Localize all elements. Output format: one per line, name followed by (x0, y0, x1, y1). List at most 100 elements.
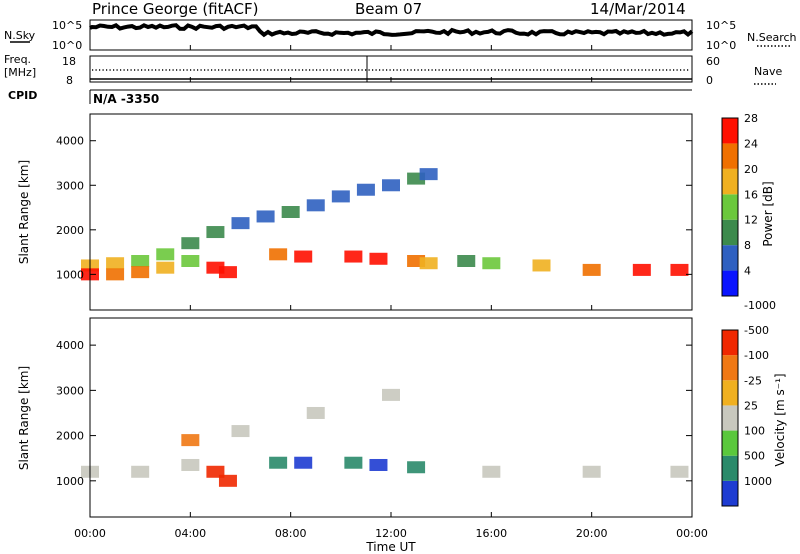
heatmap-cell (218, 474, 237, 487)
heatmap-cell (294, 456, 313, 469)
power-y-label: Slant Range [km] (17, 160, 31, 264)
heatmap-cell (419, 168, 438, 181)
frequency-unit: [MHz] (4, 66, 36, 79)
power-colorbar-swatch (722, 168, 738, 195)
heatmap-cell (181, 434, 200, 447)
power-colorbar-tick: 16 (744, 188, 758, 201)
heatmap-cell (106, 268, 125, 281)
power-y-tick-label: 4000 (56, 135, 84, 148)
heatmap-cell (419, 257, 438, 270)
velocity-colorbar-swatch (722, 480, 738, 506)
heatmap-cell (670, 465, 689, 478)
power-colorbar-tick: 8 (744, 239, 751, 252)
noise-left-label: N.Sky (4, 29, 36, 42)
heatmap-cell (156, 261, 175, 274)
heatmap-cell (482, 465, 501, 478)
velocity-colorbar-tick: 25 (744, 399, 758, 412)
noise-panel: N.Sky 10^5 10^0 10^5 10^0 N.Search (4, 19, 797, 52)
power-colorbar-swatch (722, 143, 738, 169)
heatmap-cell (331, 190, 350, 203)
heatmap-cell (356, 183, 375, 196)
velocity-y-axis: 1000 2000 3000 4000 (56, 339, 692, 488)
heatmap-cell (269, 248, 288, 261)
heatmap-cell (482, 257, 501, 270)
nave-tick-bottom: 0 (706, 74, 713, 87)
heatmap-cell (131, 266, 150, 279)
time-tick-label: 16:00 (475, 527, 507, 540)
noise-right-label: N.Search (747, 31, 797, 44)
power-colorbar-tick: 28 (744, 112, 758, 125)
velocity-y-tick-label: 3000 (56, 384, 84, 397)
heatmap-cell (231, 425, 250, 438)
velocity-colorbar-swatch (722, 330, 738, 356)
velocity-y-tick-label: 2000 (56, 430, 84, 443)
power-colorbar-swatch (722, 270, 738, 296)
heatmap-cell (306, 406, 325, 419)
power-colorbar-label: Power [dB] (761, 181, 775, 246)
heatmap-cell (269, 456, 288, 469)
velocity-colorbar-swatch (722, 380, 738, 406)
velocity-colorbar-tick: -100 (744, 349, 769, 362)
time-tick-label: 00:00 (676, 527, 708, 540)
power-colorbar: 4 8 12 16 20 24 28 (721, 112, 758, 297)
power-y-tick-label: 1000 (56, 268, 84, 281)
heatmap-cell (281, 206, 300, 218)
noise-left-tick-top: 10^5 (52, 19, 82, 32)
time-tick-label: 04:00 (174, 527, 206, 540)
velocity-colorbar-frame (721, 329, 739, 507)
frequency-tick-top: 18 (62, 55, 76, 68)
heatmap-cell (131, 255, 150, 267)
power-colorbar-swatch (722, 219, 738, 246)
heatmap-cell (131, 465, 150, 478)
velocity-heatmap (81, 388, 689, 487)
power-panel-frame (89, 113, 693, 311)
heatmap-cell (206, 226, 225, 239)
heatmap-cell (256, 210, 275, 223)
heatmap-cell (382, 388, 400, 401)
noise-trace (89, 22, 694, 38)
heatmap-cell (231, 217, 250, 230)
heatmap-cell (344, 250, 363, 263)
power-colorbar-tick: 20 (744, 163, 758, 176)
heatmap-cell (306, 199, 325, 212)
noise-left-tick-bottom: 10^0 (52, 39, 82, 52)
power-y-tick-label: 2000 (56, 224, 84, 237)
heatmap-cell (369, 252, 388, 265)
nave-tick-top: 60 (706, 55, 720, 68)
station-title: Prince George (fitACF) (92, 0, 258, 18)
power-colorbar-swatch (722, 245, 738, 271)
heatmap-cell (582, 263, 601, 276)
velocity-colorbar-swatch (722, 355, 738, 381)
power-heatmap (81, 168, 689, 281)
heatmap-cell (407, 461, 426, 474)
beam-label: Beam 07 (355, 0, 422, 18)
velocity-colorbar-tick: 500 (744, 450, 765, 463)
heatmap-cell (218, 266, 237, 279)
power-colorbar-tick: 4 (744, 265, 751, 278)
velocity-y-label: Slant Range [km] (17, 366, 31, 470)
heatmap-cell (181, 255, 200, 267)
velocity-y-tick-label: 1000 (56, 475, 84, 488)
noise-right-tick-top: 10^5 (706, 19, 736, 32)
heatmap-cell (582, 465, 601, 478)
power-colorbar-swatch (722, 194, 738, 220)
frequency-panel: Freq. [MHz] 18 8 60 0 Nave (4, 53, 782, 87)
velocity-panel-frame (89, 317, 693, 518)
velocity-panel: 1000 2000 3000 4000 Slant Range [km] 1000 50… (17, 299, 787, 518)
velocity-colorbar-tick: 100 (744, 425, 765, 438)
velocity-colorbar-tick: -1000 (744, 299, 776, 312)
power-panel: 1000 2000 3000 4000 Slant Range [km] 4 8 12 16… (17, 112, 775, 311)
heatmap-cell (156, 248, 175, 261)
velocity-y-tick-label: 4000 (56, 339, 84, 352)
cpid-value: N/A -3350 (93, 92, 159, 106)
power-colorbar-tick: 12 (744, 214, 758, 227)
nave-label: Nave (754, 65, 782, 78)
time-tick-label: 20:00 (576, 527, 608, 540)
power-y-tick-label: 3000 (56, 179, 84, 192)
heatmap-cell (181, 237, 200, 250)
heatmap-cell (106, 257, 125, 270)
power-colorbar-swatch (722, 118, 738, 144)
noise-right-tick-bottom: 10^0 (706, 39, 736, 52)
heatmap-cell (382, 179, 400, 192)
